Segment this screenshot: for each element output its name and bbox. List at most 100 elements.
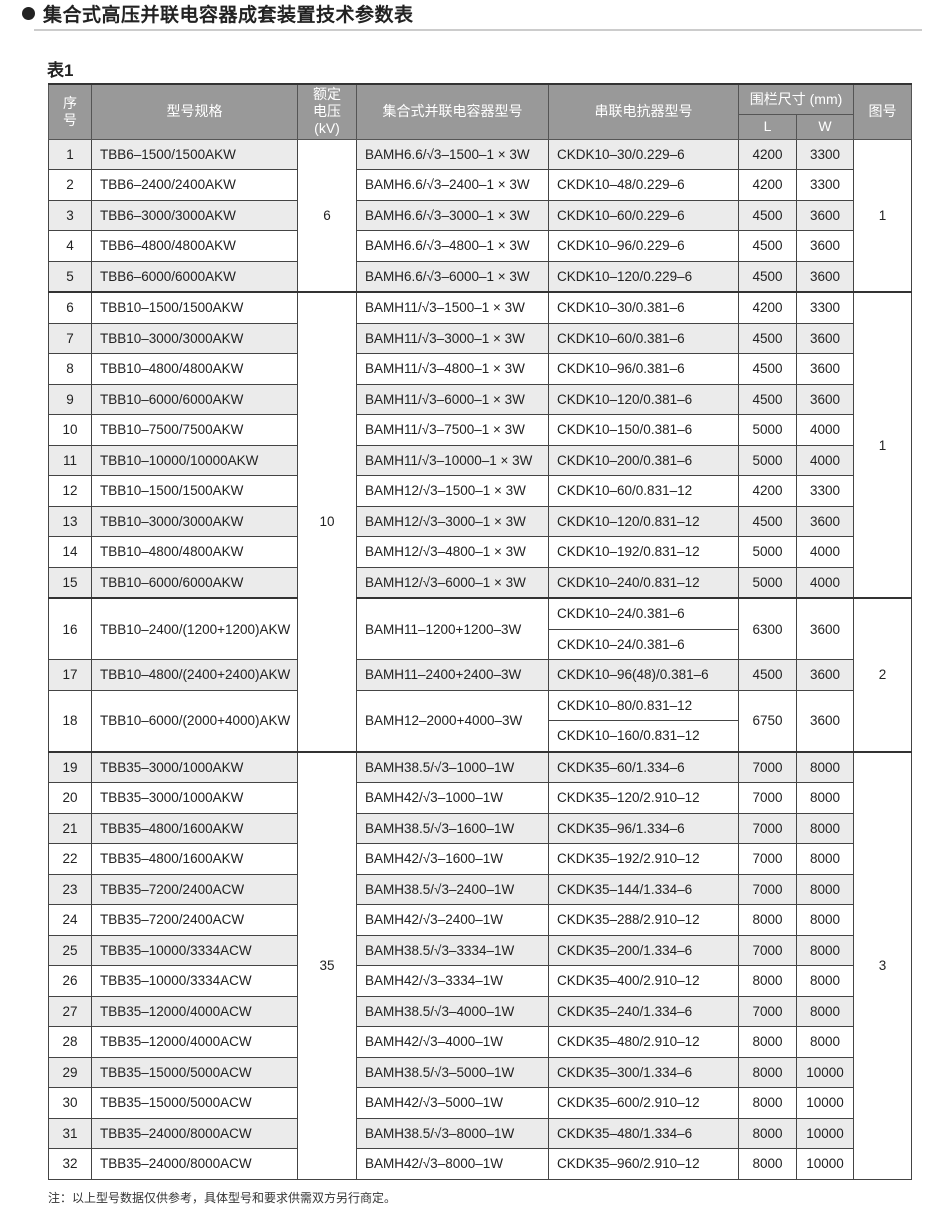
model-spec: TBB35–24000/8000ACW — [91, 1148, 298, 1180]
row-number: 6 — [48, 291, 92, 324]
fence-width: 3600 — [795, 505, 855, 537]
fence-length: 5000 — [738, 536, 797, 568]
capacitor-model: BAMH6.6/√3–3000–1 × 3W — [356, 199, 549, 231]
model-spec: TBB35–7200/2400ACW — [91, 904, 298, 936]
fence-width: 3600 — [795, 199, 855, 231]
table-row: 29 TBB35–15000/5000ACW BAMH38.5/√3–5000–1W… — [48, 1056, 912, 1088]
reactor-model: CKDK10–120/0.381–6 — [548, 383, 739, 415]
reactor-model: CKDK10–240/0.831–12 — [548, 566, 739, 599]
row-number: 1 — [48, 138, 92, 170]
model-spec: TBB10–6000/6000AKW — [91, 566, 298, 599]
row-number: 12 — [48, 475, 92, 507]
model-spec: TBB10–6000/(2000+4000)AKW — [91, 689, 298, 752]
capacitor-model: BAMH6.6/√3–2400–1 × 3W — [356, 169, 549, 201]
model-spec: TBB10–4800/4800AKW — [91, 353, 298, 385]
table-subrow: CKDK10–160/0.831–12 — [49, 720, 912, 752]
row-number: 4 — [48, 230, 92, 262]
capacitor-model: BAMH11–1200+1200–3W — [356, 597, 549, 660]
capacitor-model: BAMH6.6/√3–6000–1 × 3W — [356, 260, 549, 293]
reactor-model: CKDK10–60/0.381–6 — [548, 322, 739, 354]
row-number: 22 — [48, 843, 92, 875]
capacitor-model: BAMH42/√3–1000–1W — [356, 782, 549, 814]
fence-width: 8000 — [795, 995, 855, 1027]
row-number: 23 — [48, 873, 92, 905]
fence-length: 7000 — [738, 995, 797, 1027]
model-spec: TBB35–7200/2400ACW — [91, 873, 298, 905]
capacitor-model: BAMH6.6/√3–4800–1 × 3W — [356, 230, 549, 262]
row-number: 19 — [48, 750, 92, 783]
row-number: 18 — [48, 689, 92, 752]
model-spec: TBB10–2400/(1200+1200)AKW — [91, 597, 298, 660]
reactor-model: CKDK10–96(48)/0.381–6 — [548, 659, 739, 691]
row-number: 21 — [48, 812, 92, 844]
capacitor-model: BAMH6.6/√3–1500–1 × 3W — [356, 138, 549, 170]
fence-width: 3600 — [795, 659, 855, 691]
row-number: 10 — [48, 414, 92, 446]
table-header: 序号 型号规格 额定电压(kV) 集合式并联电容器型号 串联电抗器型号 围栏尺寸… — [48, 83, 913, 140]
fence-width: 8000 — [795, 843, 855, 875]
fence-length: 8000 — [738, 1087, 797, 1119]
capacitor-model: BAMH12/√3–3000–1 × 3W — [356, 505, 549, 537]
row-number: 28 — [48, 1026, 92, 1058]
model-spec: TBB35–12000/4000ACW — [91, 1026, 298, 1058]
fence-width: 3600 — [795, 689, 855, 752]
table-row: 5 TBB6–6000/6000AKW BAMH6.6/√3–6000–1 × 3W… — [48, 260, 912, 293]
table-row: 1 TBB6–1500/1500AKW 6 BAMH6.6/√3–1500–1 × 3… — [48, 138, 913, 293]
fence-width: 4000 — [795, 444, 855, 476]
fence-length: 7000 — [738, 873, 797, 905]
reactor-model: CKDK10–96/0.381–6 — [548, 353, 739, 385]
header-capacitor: 集合式并联电容器型号 — [356, 83, 549, 140]
model-spec: TBB6–4800/4800AKW — [91, 230, 298, 262]
fence-length: 4200 — [738, 291, 797, 324]
fence-length: 8000 — [738, 965, 797, 997]
fence-length: 4500 — [738, 505, 797, 537]
reactor-model: CKDK35–144/1.334–6 — [548, 873, 739, 905]
row-number: 29 — [48, 1056, 92, 1088]
fence-width: 3600 — [795, 383, 855, 415]
row-number: 20 — [48, 782, 92, 814]
footnote: 注：以上型号数据仅供参考，具体型号和要求供需双方另行商定。 — [48, 1191, 397, 1205]
header-reactor: 串联电抗器型号 — [548, 83, 739, 140]
fence-width: 10000 — [795, 1117, 855, 1149]
table-row: 19 TBB35–3000/1000AKW 35 BAMH38.5/√3–1000–1… — [48, 750, 913, 1180]
reactor-model: CKDK35–480/2.910–12 — [548, 1026, 739, 1058]
capacitor-model: BAMH12/√3–6000–1 × 3W — [356, 566, 549, 599]
fence-length: 7000 — [738, 812, 797, 844]
capacitor-model: BAMH38.5/√3–8000–1W — [356, 1117, 549, 1149]
reactor-model: CKDK35–200/1.334–6 — [548, 934, 739, 966]
fence-length: 4500 — [738, 353, 797, 385]
fence-length: 8000 — [738, 1117, 797, 1149]
capacitor-model: BAMH38.5/√3–1600–1W — [356, 812, 549, 844]
reactor-model: CKDK35–480/1.334–6 — [548, 1117, 739, 1149]
rated-voltage: 6 — [297, 138, 357, 293]
model-spec: TBB35–12000/4000ACW — [91, 995, 298, 1027]
fence-width: 8000 — [795, 965, 855, 997]
row-number: 24 — [48, 904, 92, 936]
capacitor-model: BAMH42/√3–1600–1W — [356, 843, 549, 875]
model-spec: TBB35–3000/1000AKW — [91, 782, 298, 814]
row-number: 17 — [48, 659, 92, 691]
capacitor-model: BAMH38.5/√3–3334–1W — [356, 934, 549, 966]
reactor-model: CKDK35–600/2.910–12 — [548, 1087, 739, 1119]
table-row: 31 TBB35–24000/8000ACW BAMH38.5/√3–8000–1W… — [48, 1117, 912, 1149]
capacitor-model: BAMH42/√3–3334–1W — [356, 965, 549, 997]
fence-width: 3600 — [795, 322, 855, 354]
model-spec: TBB10–4800/4800AKW — [91, 536, 298, 568]
reactor-model: CKDK10–150/0.381–6 — [548, 414, 739, 446]
table-row: 32 TBB35–24000/8000ACW BAMH42/√3–8000–1W CK… — [48, 1148, 912, 1180]
model-spec: TBB6–1500/1500AKW — [91, 138, 298, 170]
row-number: 32 — [48, 1148, 92, 1180]
table-row: 18 TBB10–6000/(2000+4000)AKW BAMH12–2000+4… — [48, 689, 912, 752]
header-no: 序号 — [48, 83, 92, 140]
table-row: 13 TBB10–3000/3000AKW BAMH12/√3–3000–1 × 3… — [48, 505, 912, 537]
fence-width: 8000 — [795, 934, 855, 966]
reactor-model: CKDK10–30/0.229–6 — [548, 138, 739, 170]
table-row: 25 TBB35–10000/3334ACW BAMH38.5/√3–3334–1W… — [48, 934, 912, 966]
fence-length: 5000 — [738, 414, 797, 446]
model-spec: TBB35–10000/3334ACW — [91, 934, 298, 966]
fence-width: 3300 — [795, 138, 855, 170]
capacitor-model: BAMH12–2000+4000–3W — [356, 689, 549, 752]
table-label: 表1 — [47, 61, 74, 80]
model-spec: TBB6–6000/6000AKW — [91, 260, 298, 293]
title-divider — [34, 29, 922, 31]
